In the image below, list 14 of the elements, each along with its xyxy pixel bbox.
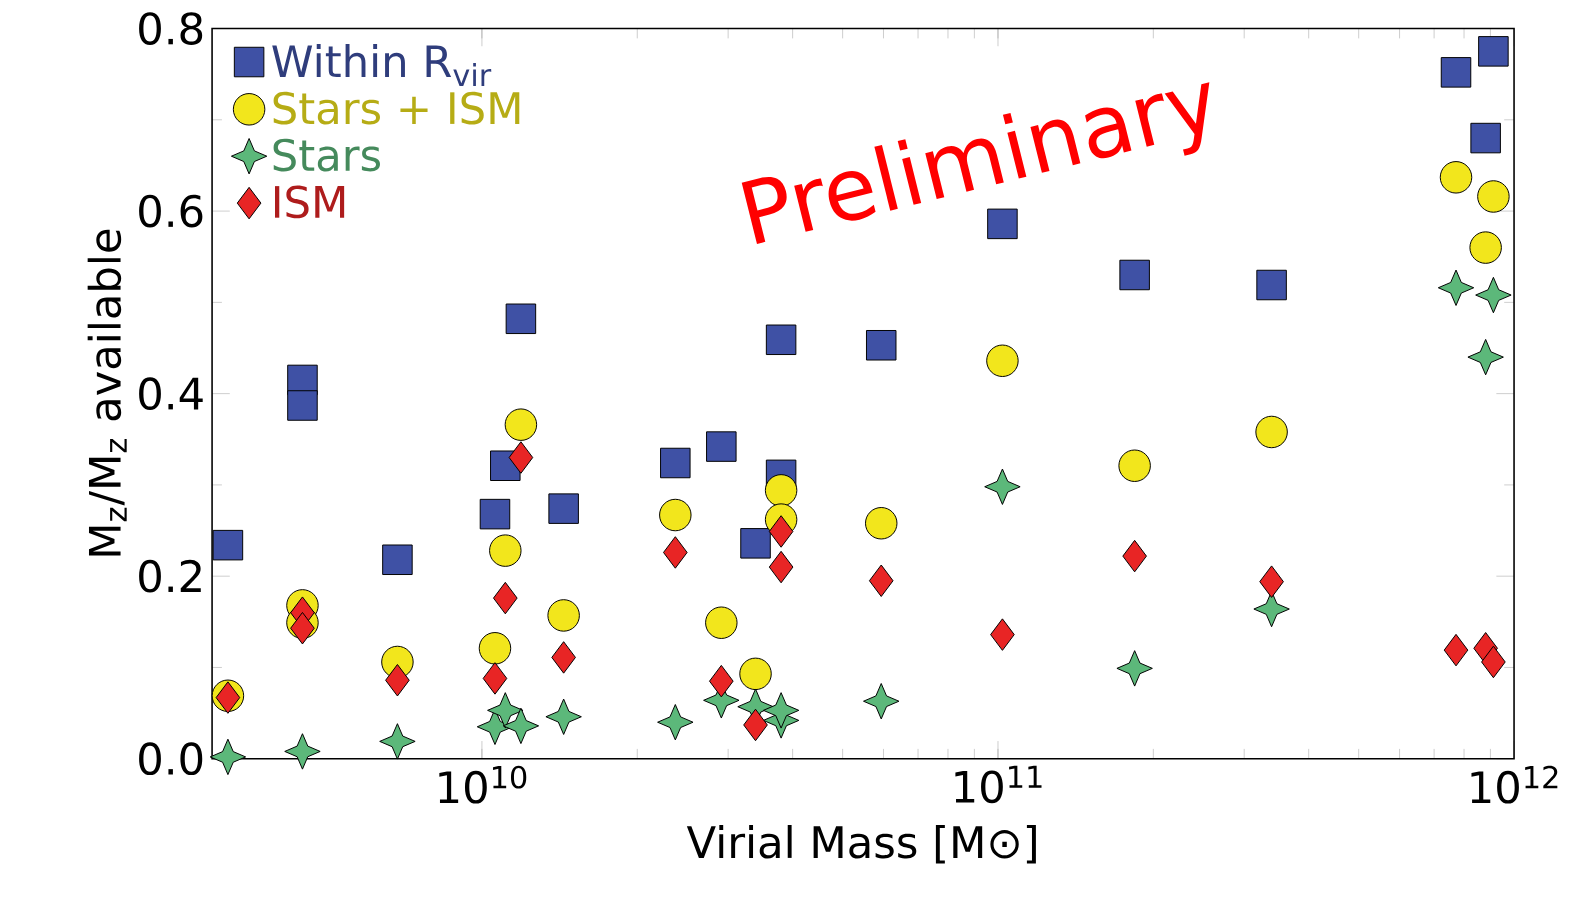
y-axis-title: M$_{z}$/M$_{z}$ available [87, 229, 127, 556]
legend-label: ISM [275, 185, 345, 219]
legend-label: Stars [273, 138, 380, 172]
legend-label: Stars + ISM [273, 91, 520, 125]
x-tick-label: 10$^{10}$ [439, 765, 527, 804]
y-tick-label: 0.4 [139, 377, 203, 410]
y-tick-label: 0.2 [139, 559, 201, 593]
y-tick-label: 0.6 [139, 194, 203, 228]
x-tick-label: 10$^{11}$ [955, 765, 1042, 804]
legend-label: Within R$_{vir}$ [272, 44, 492, 86]
x-tick-label: 10$^{12}$ [1471, 765, 1558, 804]
x-axis-title: Virial Mass [M⊙] [686, 824, 1036, 864]
y-tick-label: 0.8 [139, 12, 203, 45]
y-tick-label: 0.0 [139, 742, 203, 776]
